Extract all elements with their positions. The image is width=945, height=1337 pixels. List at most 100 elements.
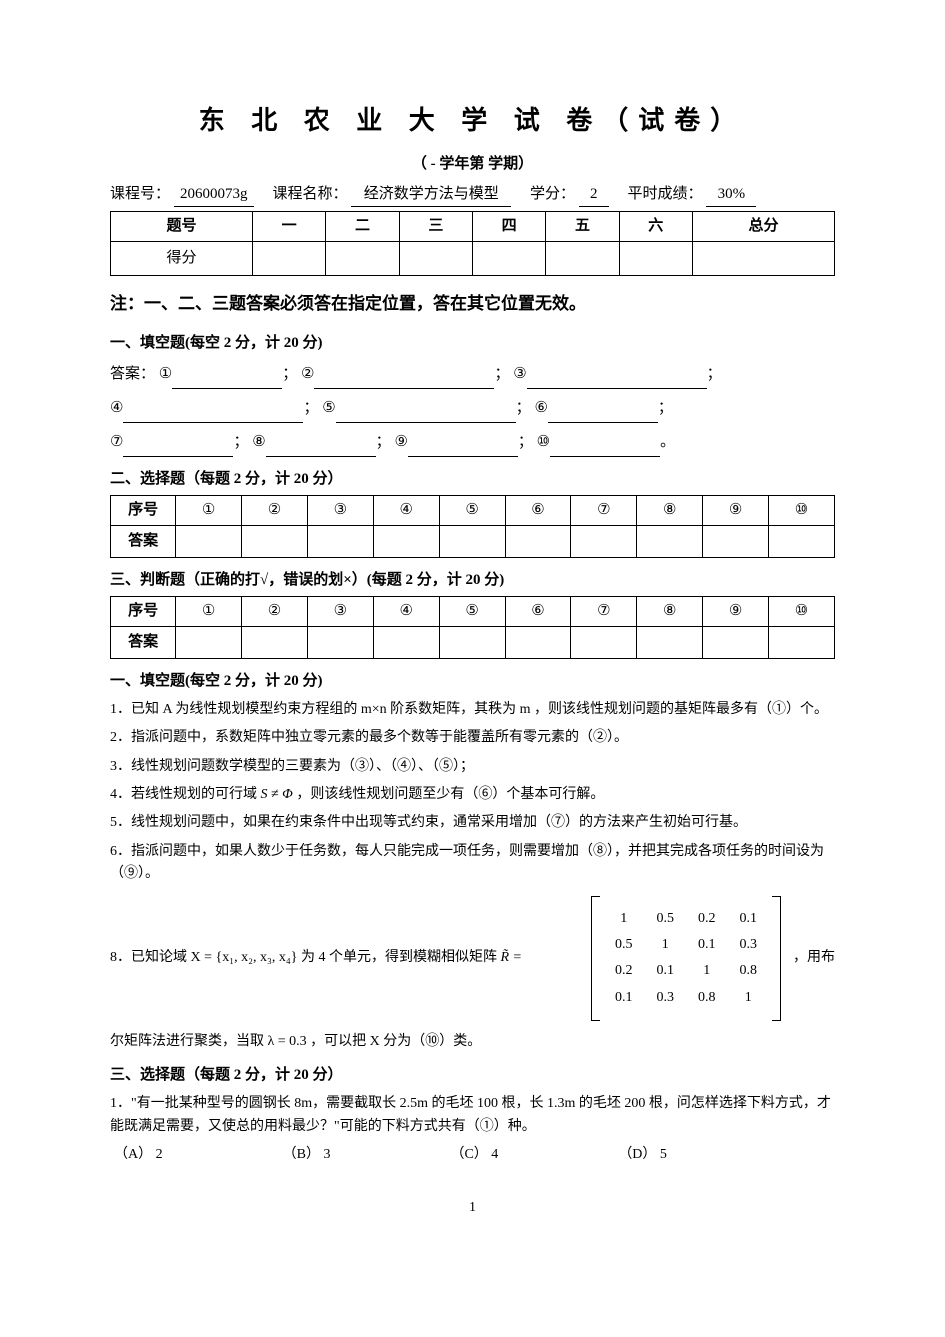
- m-cell: 0.3: [645, 985, 687, 1011]
- fill-blank: [314, 374, 494, 389]
- judge-blank: [571, 626, 637, 658]
- score-blank: [399, 241, 472, 275]
- info-row: 课程号： 20600073g 课程名称： 经济数学方法与模型 学分： 2 平时成…: [110, 182, 835, 207]
- q8-a: 8．已知论域 X = {x₁, x₂, x₃, x₄} 为 4 个单元，得到模糊…: [110, 950, 500, 965]
- choice-table: 序号 ① ② ③ ④ ⑤ ⑥ ⑦ ⑧ ⑨ ⑩ 答案: [110, 495, 835, 558]
- fill-blank: [408, 442, 518, 457]
- q4-a: 4．若线性规划的可行域: [110, 787, 261, 802]
- judge-blank: [307, 626, 373, 658]
- blank-num: ②: [301, 365, 314, 382]
- fill-blank: [172, 374, 282, 389]
- m-cell: 0.2: [603, 958, 645, 984]
- m-cell: 0.1: [728, 906, 770, 932]
- answer-line-1: 答案： ①； ②； ③；: [110, 359, 835, 389]
- score-blank: [253, 241, 326, 275]
- m-cell: 0.8: [728, 958, 770, 984]
- fill-blank: [266, 442, 376, 457]
- score-blank: [472, 241, 545, 275]
- course-no: 20600073g: [174, 182, 254, 207]
- score-blank: [619, 241, 692, 275]
- choice-blank: [769, 525, 835, 557]
- fill-blank: [123, 408, 303, 423]
- blank-num: ⑦: [110, 433, 123, 450]
- choice-blank: [373, 525, 439, 557]
- choice-blank: [637, 525, 703, 557]
- judge-blank: [242, 626, 308, 658]
- choice-blank: [439, 525, 505, 557]
- score-h4: 四: [472, 211, 545, 241]
- score-table: 题号 一 二 三 四 五 六 总分 得分: [110, 211, 835, 276]
- judge-num: ①: [176, 596, 242, 626]
- judge-blank: [505, 626, 571, 658]
- choice-num: ⑥: [505, 495, 571, 525]
- option-a: （A） 2: [114, 1144, 163, 1166]
- judge-num: ⑨: [703, 596, 769, 626]
- choice-header: 序号: [111, 495, 176, 525]
- judge-table: 序号 ① ② ③ ④ ⑤ ⑥ ⑦ ⑧ ⑨ ⑩ 答案: [110, 596, 835, 659]
- m-cell: 1: [728, 985, 770, 1011]
- mc-block: 1．"有一批某种型号的圆钢长 8m，需要截取长 2.5m 的毛坯 100 根，长…: [110, 1093, 835, 1166]
- score-blank: [546, 241, 619, 275]
- credit-label: 学分：: [530, 182, 575, 206]
- choice-num: ⑧: [637, 495, 703, 525]
- fill-blank: [527, 374, 707, 389]
- m-cell: 1: [645, 932, 687, 958]
- answer-label: 答案：: [110, 366, 155, 382]
- question-3: 3．线性规划问题数学模型的三要素为（③）、（④）、（⑤）；: [110, 756, 835, 778]
- score-h1: 一: [253, 211, 326, 241]
- mc1-options: （A） 2 （B） 3 （C） 4 （D） 5: [110, 1144, 835, 1166]
- choice-num: ⑨: [703, 495, 769, 525]
- choice-num: ③: [307, 495, 373, 525]
- option-c: （C） 4: [450, 1144, 498, 1166]
- usual-label: 平时成绩：: [628, 182, 703, 206]
- choice-num: ①: [176, 495, 242, 525]
- subtitle: （ - 学年第 学期）: [110, 152, 835, 176]
- choice-blank: [307, 525, 373, 557]
- m-cell: 0.1: [603, 985, 645, 1011]
- score-h6: 六: [619, 211, 692, 241]
- choice-blank: [703, 525, 769, 557]
- section1-title: 一、填空题(每空 2 分，计 20 分): [110, 331, 835, 355]
- course-name-label: 课程名称：: [273, 182, 348, 206]
- m-cell: 1: [686, 958, 728, 984]
- page-number: 1: [110, 1197, 835, 1219]
- notice: 注：一、二、三题答案必须答在指定位置，答在其它位置无效。: [110, 290, 835, 317]
- judge-num: ②: [242, 596, 308, 626]
- q8-end: 尔矩阵法进行聚类，当取 λ = 0.3 ，可以把 X 分为（⑩）类。: [110, 1031, 835, 1053]
- judge-blank: [637, 626, 703, 658]
- score-h7: 总分: [692, 211, 834, 241]
- question-1: 1．已知 A 为线性规划模型约束方程组的 m×n 阶系数矩阵，其秩为 m ，则该…: [110, 699, 835, 721]
- choice-blank: [242, 525, 308, 557]
- m-cell: 0.3: [728, 932, 770, 958]
- fill-blank: [550, 442, 660, 457]
- blank-num: ⑤: [322, 399, 335, 416]
- content-block: 1．已知 A 为线性规划模型约束方程组的 m×n 阶系数矩阵，其秩为 m ，则该…: [110, 699, 835, 1054]
- choice-num: ④: [373, 495, 439, 525]
- judge-num: ⑤: [439, 596, 505, 626]
- m-cell: 0.8: [686, 985, 728, 1011]
- blank-num: ⑩: [537, 433, 550, 450]
- judge-blank: [769, 626, 835, 658]
- blank-num: ①: [159, 365, 172, 382]
- score-h3: 三: [399, 211, 472, 241]
- content1-title: 一、填空题(每空 2 分，计 20 分): [110, 669, 835, 693]
- section3-title: 三、判断题（正确的打√，错误的划×）(每题 2 分，计 20 分): [110, 568, 835, 592]
- judge-header: 序号: [111, 596, 176, 626]
- choice-answer-label: 答案: [111, 525, 176, 557]
- judge-num: ⑧: [637, 596, 703, 626]
- q8-c: ，用布: [787, 947, 835, 969]
- blank-num: ③: [513, 365, 526, 382]
- choice-num: ⑦: [571, 495, 637, 525]
- judge-answer-label: 答案: [111, 626, 176, 658]
- score-h0: 题号: [111, 211, 253, 241]
- q4-b: S ≠ Φ: [261, 787, 293, 802]
- course-name: 经济数学方法与模型: [351, 182, 511, 207]
- fill-blank: [336, 408, 516, 423]
- answer-line-2: ④； ⑤； ⑥；: [110, 393, 835, 423]
- fill-blank: [548, 408, 658, 423]
- m-cell: 0.1: [645, 958, 687, 984]
- blank-num: ⑥: [534, 399, 547, 416]
- fill-blank: [123, 442, 233, 457]
- score-blank: [326, 241, 399, 275]
- choice-num: ⑩: [769, 495, 835, 525]
